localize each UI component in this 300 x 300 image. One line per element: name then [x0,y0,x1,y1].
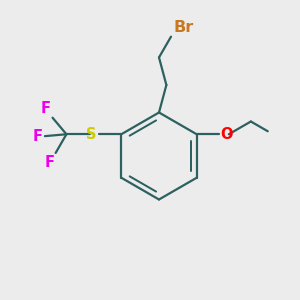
Text: O: O [220,127,233,142]
Text: Br: Br [173,20,194,35]
Text: F: F [41,101,51,116]
Text: F: F [45,155,55,170]
Text: S: S [86,127,96,142]
Text: F: F [32,129,43,144]
